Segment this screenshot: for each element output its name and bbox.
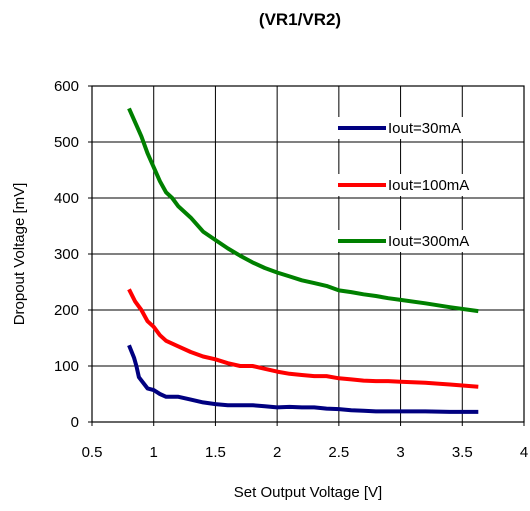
x-tick-label: 2.5 [328, 444, 349, 461]
series-line-3 [127, 107, 479, 314]
series-line-2 [127, 288, 479, 389]
legend-entry-bg [332, 117, 512, 139]
y-tick-label: 500 [54, 134, 79, 151]
x-tick-label: 1 [150, 444, 158, 461]
x-tick-label: 2 [273, 444, 281, 461]
x-tick-label: 3 [396, 444, 404, 461]
x-axis-ticks: 0.5 1 1.5 2 2.5 3 3.5 4 [82, 422, 528, 461]
data-series [127, 107, 479, 414]
grid-lines [92, 86, 524, 422]
x-tick-label: 0.5 [82, 444, 103, 461]
y-tick-label: 200 [54, 302, 79, 319]
y-tick-label: 300 [54, 246, 79, 263]
legend-label: Iout=100mA [388, 177, 469, 194]
y-axis-label: Dropout Voltage [mV] [11, 183, 28, 326]
legend-entry-bg [332, 230, 512, 252]
legend: Iout=30mA Iout=100mA Iout=300mA [332, 117, 512, 252]
y-tick-label: 400 [54, 190, 79, 207]
y-tick-label: 100 [54, 358, 79, 375]
y-tick-label: 600 [54, 78, 79, 95]
legend-label: Iout=30mA [388, 120, 461, 137]
x-tick-label: 1.5 [205, 444, 226, 461]
chart-title: (VR1/VR2) [259, 10, 341, 29]
x-tick-label: 3.5 [452, 444, 473, 461]
legend-label: Iout=300mA [388, 233, 469, 250]
y-tick-label: 0 [71, 414, 79, 431]
x-tick-label: 4 [520, 444, 528, 461]
x-axis-label: Set Output Voltage [V] [234, 484, 382, 501]
series-line-1 [127, 344, 479, 414]
y-axis-ticks: 0 100 200 300 400 500 600 [54, 78, 92, 431]
legend-entry-bg [332, 174, 512, 196]
